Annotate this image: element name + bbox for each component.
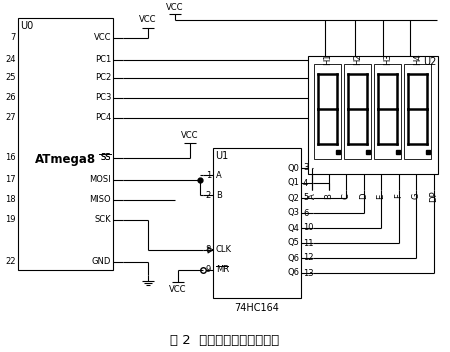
Text: 8: 8 xyxy=(206,245,211,254)
Text: U2: U2 xyxy=(423,57,437,67)
Text: Q5: Q5 xyxy=(287,239,299,247)
Text: Q6: Q6 xyxy=(287,253,299,263)
Text: VCC: VCC xyxy=(139,15,157,25)
Text: 25: 25 xyxy=(5,74,16,82)
Text: GND: GND xyxy=(92,258,111,266)
Text: 16: 16 xyxy=(5,153,16,163)
Text: MR: MR xyxy=(216,265,229,275)
Bar xyxy=(308,56,438,174)
Bar xyxy=(18,18,113,270)
Text: 5: 5 xyxy=(303,194,308,202)
Text: SCK: SCK xyxy=(94,215,111,225)
Text: MISO: MISO xyxy=(90,195,111,205)
Text: PC4: PC4 xyxy=(95,113,111,122)
Text: 27: 27 xyxy=(5,113,16,122)
Text: SS: SS xyxy=(100,153,111,163)
Text: Q0: Q0 xyxy=(287,163,299,172)
Text: 4: 4 xyxy=(303,178,308,188)
Text: 18: 18 xyxy=(5,195,16,205)
Text: VCC: VCC xyxy=(166,2,184,12)
Text: G: G xyxy=(411,193,420,199)
Bar xyxy=(374,64,401,159)
Text: VCC: VCC xyxy=(181,131,199,139)
Text: C: C xyxy=(342,193,351,199)
Text: VCC: VCC xyxy=(94,33,111,43)
Text: CLK: CLK xyxy=(216,245,232,254)
Text: 1: 1 xyxy=(206,170,211,180)
Text: PC2: PC2 xyxy=(95,74,111,82)
Text: E: E xyxy=(377,193,386,199)
Text: B: B xyxy=(216,190,222,200)
Text: H2: H2 xyxy=(353,53,362,65)
Text: 3: 3 xyxy=(303,163,308,172)
Text: 6: 6 xyxy=(303,208,308,218)
Text: 17: 17 xyxy=(5,176,16,184)
Text: ATmega8: ATmega8 xyxy=(35,152,96,165)
Text: 11: 11 xyxy=(303,239,314,247)
Text: PC3: PC3 xyxy=(94,94,111,102)
Text: A: A xyxy=(307,193,316,199)
Text: D: D xyxy=(360,193,369,199)
Text: 13: 13 xyxy=(303,269,314,277)
Text: 2: 2 xyxy=(206,190,211,200)
Bar xyxy=(344,64,371,159)
Text: H1: H1 xyxy=(323,53,332,65)
Text: 74HC164: 74HC164 xyxy=(234,303,279,313)
Text: 26: 26 xyxy=(5,94,16,102)
Text: Q2: Q2 xyxy=(287,194,299,202)
Text: U0: U0 xyxy=(20,21,33,31)
Text: VCC: VCC xyxy=(169,285,187,295)
Text: H4: H4 xyxy=(413,53,422,65)
Text: 19: 19 xyxy=(5,215,16,225)
Bar xyxy=(314,64,341,159)
Bar xyxy=(213,148,301,298)
Text: Q4: Q4 xyxy=(287,224,299,233)
Text: 12: 12 xyxy=(303,253,314,263)
Text: Q6: Q6 xyxy=(287,269,299,277)
Text: DP: DP xyxy=(429,190,438,202)
Text: U1: U1 xyxy=(215,151,228,161)
Text: 10: 10 xyxy=(303,224,314,233)
Text: PC1: PC1 xyxy=(95,56,111,64)
Text: Q3: Q3 xyxy=(287,208,299,218)
Text: B: B xyxy=(324,193,333,199)
Text: A: A xyxy=(216,170,222,180)
Text: SS: SS xyxy=(100,153,111,163)
Text: H3: H3 xyxy=(383,53,392,65)
Text: 22: 22 xyxy=(5,258,16,266)
Bar xyxy=(404,64,431,159)
Text: MOSI: MOSI xyxy=(90,176,111,184)
Text: Q1: Q1 xyxy=(287,178,299,188)
Text: 7: 7 xyxy=(11,33,16,43)
Text: 9: 9 xyxy=(206,265,211,275)
Text: F: F xyxy=(395,194,404,199)
Text: 图 2  数码管显示电路的原理: 图 2 数码管显示电路的原理 xyxy=(171,333,279,346)
Text: 24: 24 xyxy=(5,56,16,64)
